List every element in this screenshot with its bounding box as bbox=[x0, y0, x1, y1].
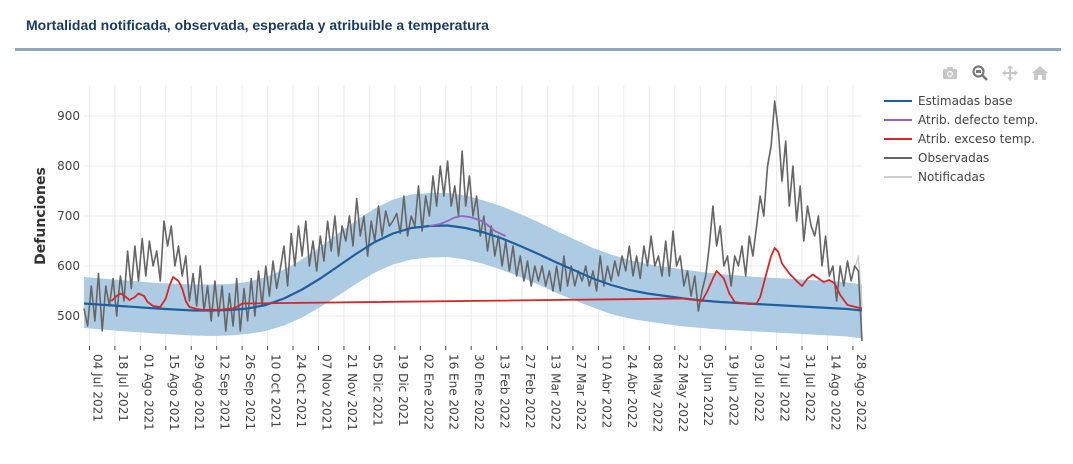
chart-title: Mortalidad notificada, observada, espera… bbox=[26, 17, 489, 33]
x-tick-label: 29 Ago 2021 bbox=[192, 354, 206, 431]
x-tick-label: 21 Nov 2021 bbox=[345, 354, 359, 431]
legend-label-notificadas[interactable]: Notificadas bbox=[918, 170, 985, 184]
home-icon[interactable] bbox=[1030, 64, 1050, 82]
x-tick-label: 22 May 2022 bbox=[676, 354, 690, 432]
legend-label-atrib-defecto-temp[interactable]: Atrib. defecto temp. bbox=[918, 113, 1039, 127]
x-tick-label: 30 Ene 2022 bbox=[472, 354, 486, 430]
x-tick-label: 17 Jul 2022 bbox=[778, 354, 792, 422]
zoom-icon[interactable] bbox=[970, 64, 990, 82]
y-tick-label: 700 bbox=[57, 209, 80, 223]
title-divider bbox=[15, 48, 1061, 51]
x-tick-label: 05 Jun 2022 bbox=[701, 354, 715, 426]
x-tick-label: 15 Ago 2021 bbox=[167, 354, 181, 431]
y-tick-label: 800 bbox=[57, 159, 80, 173]
x-tick-label: 01 Ago 2021 bbox=[141, 354, 155, 431]
series-lines bbox=[83, 100, 863, 342]
series-line-observadas bbox=[83, 100, 863, 342]
legend-label-estimadas-base[interactable]: Estimadas base bbox=[918, 94, 1013, 108]
x-tick-label: 27 Feb 2022 bbox=[523, 354, 537, 429]
x-tick-label: 24 Abr 2022 bbox=[625, 354, 639, 428]
x-tick-label: 28 Ago 2022 bbox=[854, 354, 868, 431]
x-tick-label: 19 Jun 2022 bbox=[727, 354, 741, 426]
x-tick-label: 24 Oct 2021 bbox=[294, 354, 308, 428]
y-tick-label: 500 bbox=[57, 309, 80, 323]
x-ticks: 04 Jul 2021 18 Jul 2021 01 Ago 2021 15 Ago … bbox=[88, 346, 868, 432]
series-line-atrib-exceso-temp bbox=[110, 247, 863, 311]
x-tick-label: 13 Mar 2022 bbox=[549, 354, 563, 430]
y-tick-label: 900 bbox=[57, 109, 80, 123]
x-tick-label: 02 Ene 2022 bbox=[421, 354, 435, 430]
modebar bbox=[940, 64, 1050, 82]
x-tick-label: 08 May 2022 bbox=[650, 354, 664, 432]
camera-icon[interactable] bbox=[940, 64, 960, 82]
x-tick-label: 05 Dic 2021 bbox=[370, 354, 384, 427]
baseline-interval-band bbox=[84, 193, 862, 339]
x-tick-label: 13 Feb 2022 bbox=[498, 354, 512, 429]
pan-icon[interactable] bbox=[1000, 64, 1020, 82]
x-tick-label: 27 Mar 2022 bbox=[574, 354, 588, 430]
x-tick-label: 26 Sep 2021 bbox=[243, 354, 257, 430]
x-tick-label: 12 Sep 2021 bbox=[218, 354, 232, 430]
x-tick-label: 10 Oct 2021 bbox=[269, 354, 283, 428]
y-ticks: 500 600 700 800 900 bbox=[57, 109, 80, 323]
x-tick-label: 31 Jul 2022 bbox=[803, 354, 817, 422]
x-tick-label: 03 Jul 2022 bbox=[752, 354, 766, 422]
x-tick-label: 14 Ago 2022 bbox=[828, 354, 842, 431]
x-tick-label: 18 Jul 2021 bbox=[116, 354, 130, 422]
x-tick-label: 10 Abr 2022 bbox=[599, 354, 613, 428]
y-axis-label: Defunciones bbox=[33, 167, 49, 265]
series-line-atrib-defecto-temp bbox=[429, 215, 507, 237]
x-tick-label: 16 Ene 2022 bbox=[447, 354, 461, 430]
x-tick-label: 04 Jul 2021 bbox=[90, 354, 104, 422]
y-tick-label: 600 bbox=[57, 259, 80, 273]
x-tick-label: 19 Dic 2021 bbox=[396, 354, 410, 427]
legend-label-observadas[interactable]: Observadas bbox=[918, 151, 989, 165]
x-tick-label: 07 Nov 2021 bbox=[319, 354, 333, 431]
legend: Estimadas base Atrib. defecto temp. Atrib.… bbox=[884, 94, 1039, 184]
legend-label-atrib-exceso-temp[interactable]: Atrib. exceso temp. bbox=[918, 132, 1035, 146]
